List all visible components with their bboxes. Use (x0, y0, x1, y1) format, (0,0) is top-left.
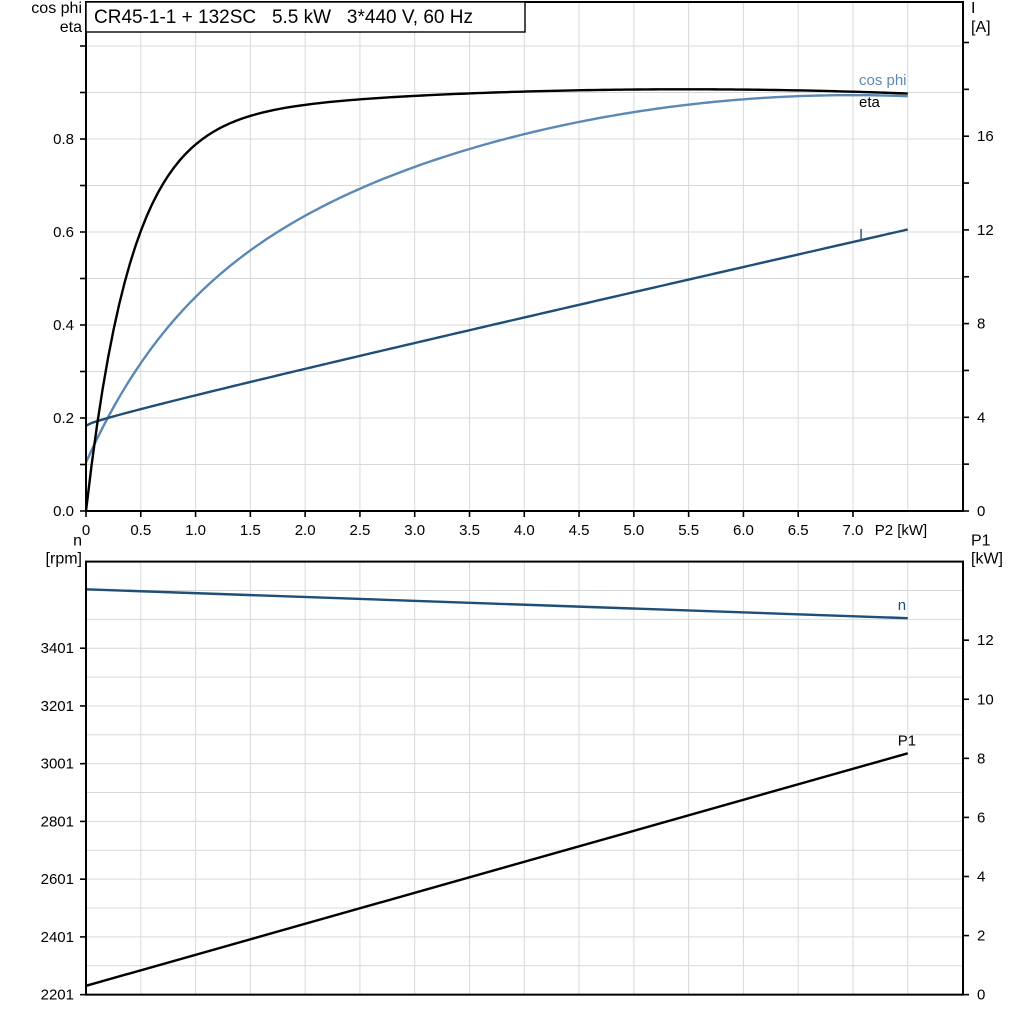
svg-text:P2 [kW]: P2 [kW] (875, 522, 928, 539)
svg-text:10: 10 (977, 691, 994, 708)
svg-text:2401: 2401 (41, 929, 74, 946)
svg-text:12: 12 (977, 632, 994, 649)
svg-text:5.5: 5.5 (678, 522, 699, 539)
svg-text:7.0: 7.0 (843, 522, 864, 539)
svg-text:0.2: 0.2 (53, 410, 74, 427)
svg-text:2201: 2201 (41, 987, 74, 1004)
svg-text:3.5: 3.5 (459, 522, 480, 539)
svg-text:0: 0 (82, 522, 90, 539)
svg-text:I: I (971, 0, 975, 17)
svg-text:6: 6 (977, 809, 985, 826)
svg-text:0.8: 0.8 (53, 131, 74, 148)
svg-text:0.0: 0.0 (53, 503, 74, 520)
svg-text:P1: P1 (898, 732, 916, 749)
svg-text:16: 16 (977, 128, 994, 145)
svg-text:0: 0 (977, 987, 985, 1004)
svg-text:n: n (898, 597, 906, 614)
svg-text:0: 0 (977, 503, 985, 520)
svg-text:eta: eta (859, 94, 881, 111)
svg-text:8: 8 (977, 316, 985, 333)
svg-text:cos phi: cos phi (859, 72, 907, 89)
svg-text:2.5: 2.5 (349, 522, 370, 539)
svg-text:3.0: 3.0 (404, 522, 425, 539)
svg-text:12: 12 (977, 222, 994, 239)
svg-text:3001: 3001 (41, 756, 74, 773)
svg-text:4: 4 (977, 868, 985, 885)
svg-text:4.5: 4.5 (569, 522, 590, 539)
svg-text:4: 4 (977, 409, 985, 426)
svg-text:4.0: 4.0 (514, 522, 535, 539)
svg-text:[kW]: [kW] (971, 551, 1003, 568)
svg-text:3401: 3401 (41, 640, 74, 657)
svg-text:8: 8 (977, 750, 985, 767)
svg-text:6.5: 6.5 (788, 522, 809, 539)
svg-text:2601: 2601 (41, 871, 74, 888)
svg-text:0.5: 0.5 (130, 522, 151, 539)
svg-text:6.0: 6.0 (733, 522, 754, 539)
svg-text:n: n (73, 533, 82, 550)
svg-text:P1: P1 (971, 533, 991, 550)
svg-text:0.4: 0.4 (53, 317, 74, 334)
svg-text:CR45-1-1 + 132SC 5.5 kW 3*: CR45-1-1 + 132SC 5.5 kW 3*440 V, 60 Hz (94, 7, 473, 28)
svg-text:3201: 3201 (41, 698, 74, 715)
svg-text:1.0: 1.0 (185, 522, 206, 539)
svg-text:cos phi: cos phi (31, 0, 82, 17)
svg-text:[rpm]: [rpm] (46, 551, 82, 568)
svg-text:2801: 2801 (41, 813, 74, 830)
svg-text:eta: eta (60, 19, 82, 36)
svg-text:I: I (859, 226, 863, 243)
svg-text:2: 2 (977, 928, 985, 945)
svg-text:2.0: 2.0 (295, 522, 316, 539)
svg-text:1.5: 1.5 (240, 522, 261, 539)
svg-text:[A]: [A] (971, 19, 991, 36)
svg-text:5.0: 5.0 (623, 522, 644, 539)
svg-text:0.6: 0.6 (53, 224, 74, 241)
